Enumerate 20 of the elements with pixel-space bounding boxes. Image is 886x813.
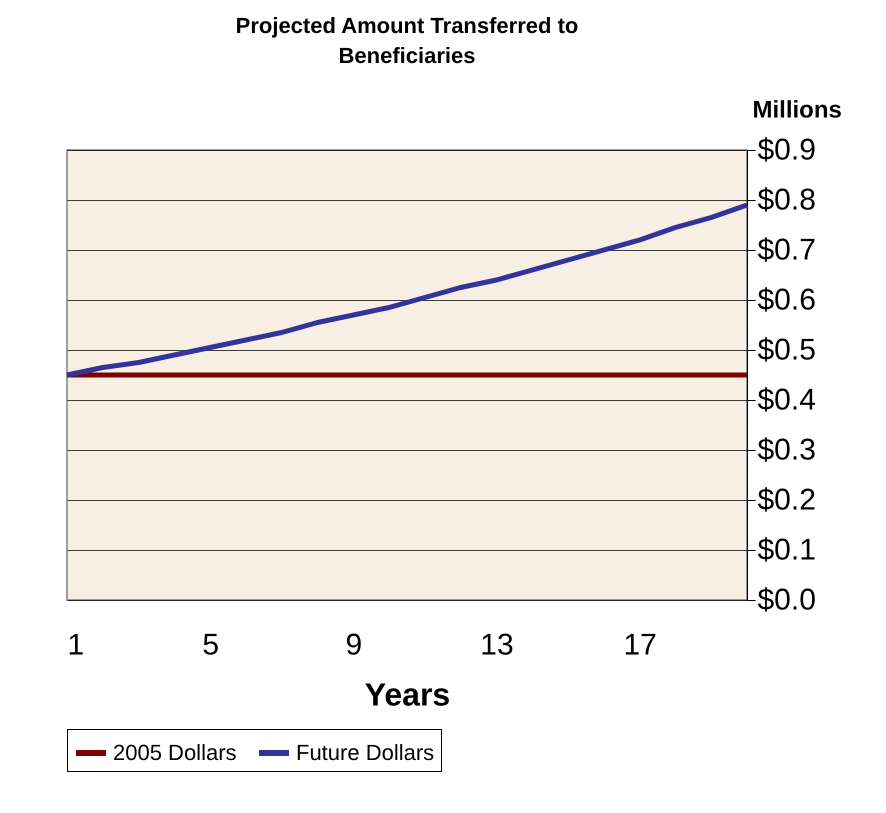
y-tick-label: $0.5 <box>758 334 816 366</box>
x-axis-title: Years <box>364 676 450 712</box>
y-axis-title: Millions <box>752 96 842 124</box>
y-tick-label: $0.4 <box>758 384 816 416</box>
y-tick-label: $0.6 <box>758 284 816 316</box>
legend-label: 2005 Dollars <box>113 740 237 765</box>
y-tick-label: $0.8 <box>758 184 816 216</box>
chart-title: Projected Amount Transferred to Beneficiaries <box>236 13 578 68</box>
y-tick-label: $0.0 <box>758 584 816 616</box>
y-tick-label: $0.9 <box>758 134 816 166</box>
y-tick-label: $0.2 <box>758 484 816 516</box>
x-tick-label: 5 <box>202 628 219 662</box>
x-tick-label: 17 <box>623 628 657 662</box>
y-tick-label: $0.1 <box>758 534 816 566</box>
y-tick-label: $0.3 <box>758 434 816 466</box>
x-tick-label: 1 <box>68 628 84 662</box>
y-tick-label: $0.7 <box>758 234 816 266</box>
x-tick-label: 13 <box>480 628 514 662</box>
legend-label: Future Dollars <box>296 740 434 765</box>
x-tick-label: 9 <box>345 628 362 662</box>
